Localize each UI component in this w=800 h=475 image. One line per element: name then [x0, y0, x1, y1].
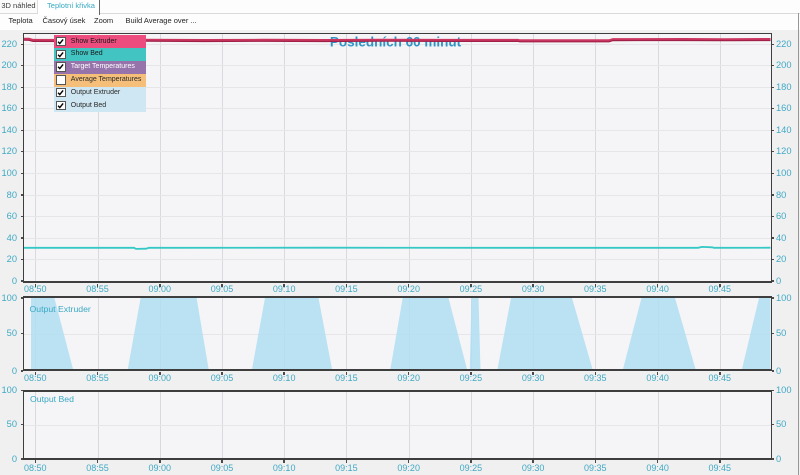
svg-text:Posledních 60 minut: Posledních 60 minut — [330, 35, 462, 50]
